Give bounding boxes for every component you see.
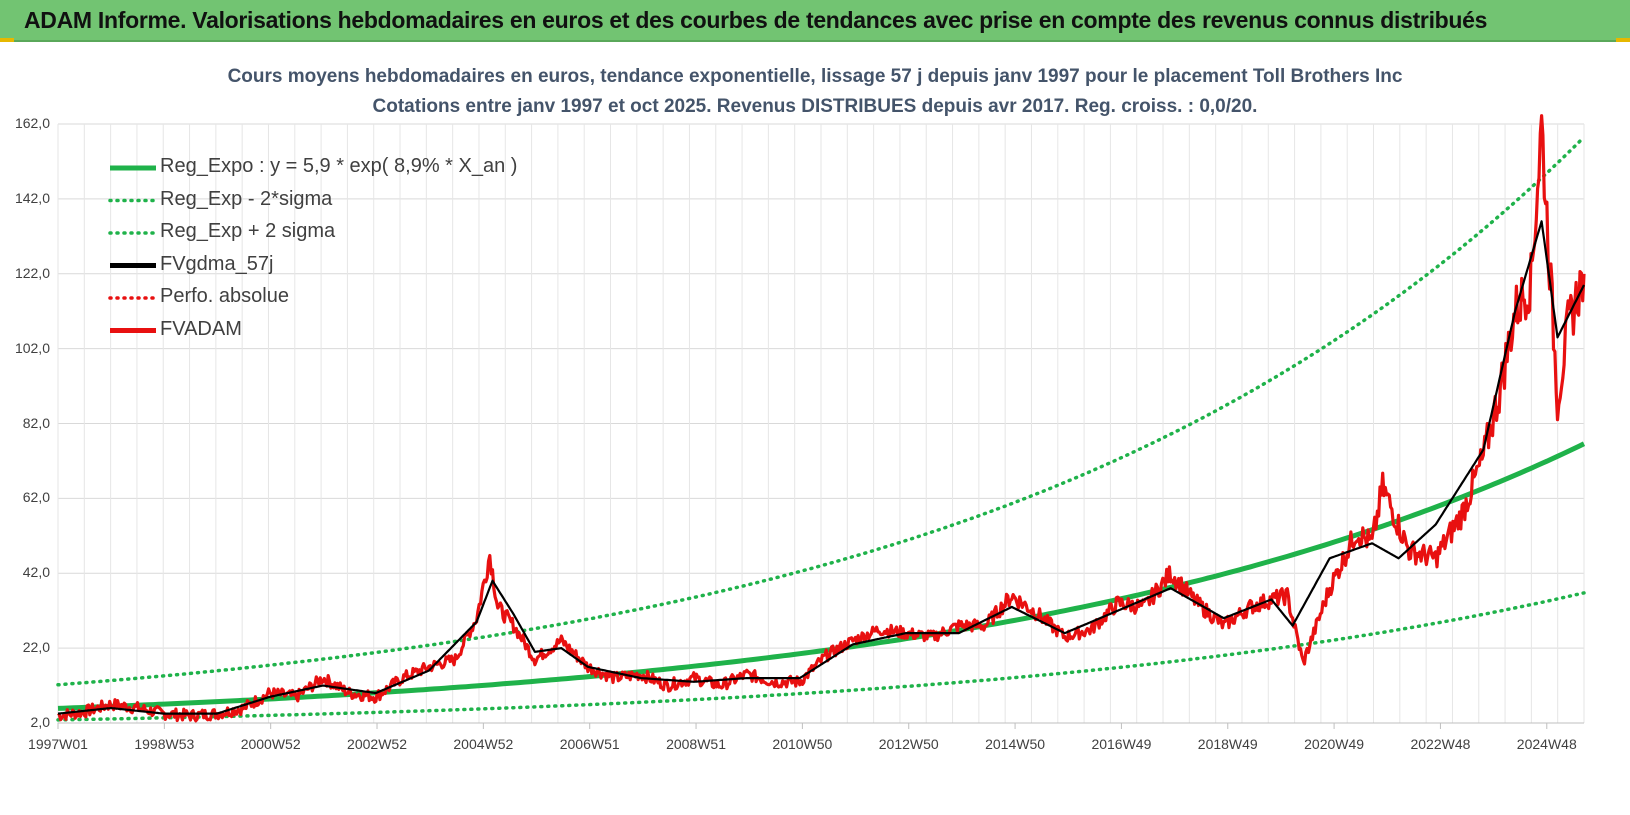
x-tick-label: 2020W49	[1304, 736, 1365, 752]
chart-area: Cours moyens hebdomadaires en euros, ten…	[0, 42, 1630, 815]
chart-svg	[56, 114, 1586, 729]
y-tick-label: 142,0	[14, 189, 50, 206]
reg-exp-plus-2sigma-line	[56, 135, 1586, 687]
y-tick-label: 22,0	[22, 639, 50, 656]
y-tick-label: 42,0	[22, 564, 50, 581]
y-tick-label: 122,0	[14, 264, 50, 281]
y-tick-label: 2,0	[30, 714, 50, 730]
x-tick-label: 2016W49	[1091, 736, 1152, 752]
x-tick-label: 2010W50	[772, 736, 833, 752]
legend-label: FVgdma_57j	[160, 252, 274, 275]
legend-label: Reg_Expo : y = 5,9 * exp( 8,9% * X_an )	[160, 155, 518, 177]
x-tick-label: 1997W01	[28, 736, 88, 752]
chart-title: Cours moyens hebdomadaires en euros, ten…	[227, 66, 1403, 87]
x-tick-label: 1998W53	[134, 736, 195, 752]
page-title: ADAM Informe. Valorisations hebdomadaire…	[24, 7, 1488, 33]
y-tick-label: 102,0	[14, 339, 50, 356]
reg-exp-minus-2sigma-line	[56, 591, 1586, 722]
x-tick-label: 2000W52	[240, 736, 301, 752]
y-tick-label: 162,0	[14, 115, 50, 131]
fvadam-line	[57, 114, 1586, 723]
legend-label: FVADAM	[160, 317, 242, 340]
legend-label: Reg_Exp + 2 sigma	[160, 220, 336, 242]
fvgdma-57j-line	[57, 220, 1585, 715]
chart-subtitle: Cotations entre janv 1997 et oct 2025. R…	[372, 96, 1258, 117]
header-bar: ADAM Informe. Valorisations hebdomadaire…	[0, 0, 1630, 42]
corner-mark-right	[1616, 38, 1630, 42]
x-tick-label: 2008W51	[666, 736, 727, 752]
legend-label: Reg_Exp - 2*sigma	[160, 187, 333, 210]
legend-label: Perfo. absolue	[160, 285, 289, 307]
x-tick-label: 2004W52	[453, 736, 514, 752]
x-tick-label: 2006W51	[559, 736, 620, 752]
corner-mark-left	[0, 38, 14, 42]
x-tick-label: 2018W49	[1197, 736, 1258, 752]
x-tick-label: 2024W48	[1516, 736, 1577, 752]
y-tick-label: 62,0	[22, 489, 50, 506]
reg-expo-line	[57, 441, 1586, 711]
x-tick-label: 2002W52	[347, 736, 407, 752]
x-tick-label: 2022W48	[1410, 736, 1471, 752]
y-tick-label: 82,0	[22, 414, 50, 431]
x-tick-label: 2012W50	[878, 736, 939, 752]
x-tick-label: 2014W50	[985, 736, 1046, 752]
